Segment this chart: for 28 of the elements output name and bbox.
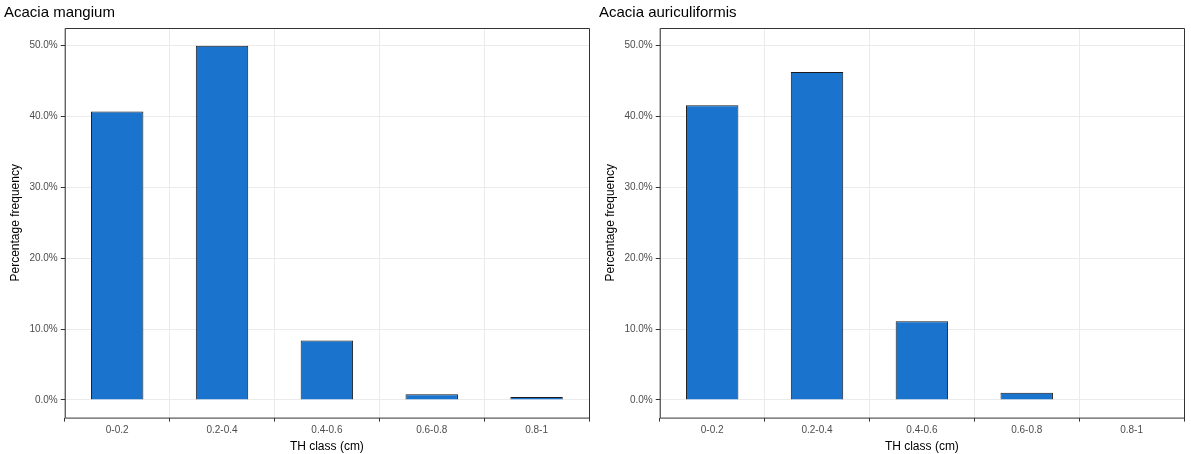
x-tick-label: 0.4-0.6 xyxy=(311,424,343,436)
y-tick-label: 50.0% xyxy=(29,39,58,51)
y-tick-label: 50.0% xyxy=(624,39,653,51)
x-tick-label: 0.6-0.8 xyxy=(416,424,448,436)
x-tick-label: 0.6-0.8 xyxy=(1011,424,1043,436)
x-tick-label: 0.2-0.4 xyxy=(801,424,834,436)
x-tick-label: 0-0.2 xyxy=(105,424,130,436)
x-axis-title: TH class (cm) xyxy=(884,439,959,454)
y-tick-label: 40.0% xyxy=(29,110,58,122)
x-tick-label: 0.4-0.6 xyxy=(906,424,938,436)
y-tick-label: 20.0% xyxy=(624,251,653,263)
x-tick-label: 0-0.2 xyxy=(700,424,725,436)
x-tick-label: 0.2-0.4 xyxy=(206,424,239,436)
y-axis-title: Percentage frequency xyxy=(7,164,22,282)
y-tick-label: 10.0% xyxy=(624,322,653,334)
y-tick-label: 40.0% xyxy=(624,110,653,122)
y-tick-label: 0.0% xyxy=(34,393,58,405)
y-tick-label: 30.0% xyxy=(29,181,58,193)
y-axis-title: Percentage frequency xyxy=(602,164,617,282)
y-tick-label: 0.0% xyxy=(629,393,653,405)
y-tick-label: 30.0% xyxy=(624,181,653,193)
y-tick-label: 10.0% xyxy=(29,322,58,334)
x-tick-label: 0.8-1 xyxy=(1120,424,1144,436)
x-tick-label: 0.8-1 xyxy=(525,424,549,436)
y-tick-label: 20.0% xyxy=(29,251,58,263)
x-axis-title: TH class (cm) xyxy=(289,439,364,454)
chart-title: Acacia auriculiformis xyxy=(599,3,737,21)
chart-title: Acacia mangium xyxy=(4,3,115,21)
